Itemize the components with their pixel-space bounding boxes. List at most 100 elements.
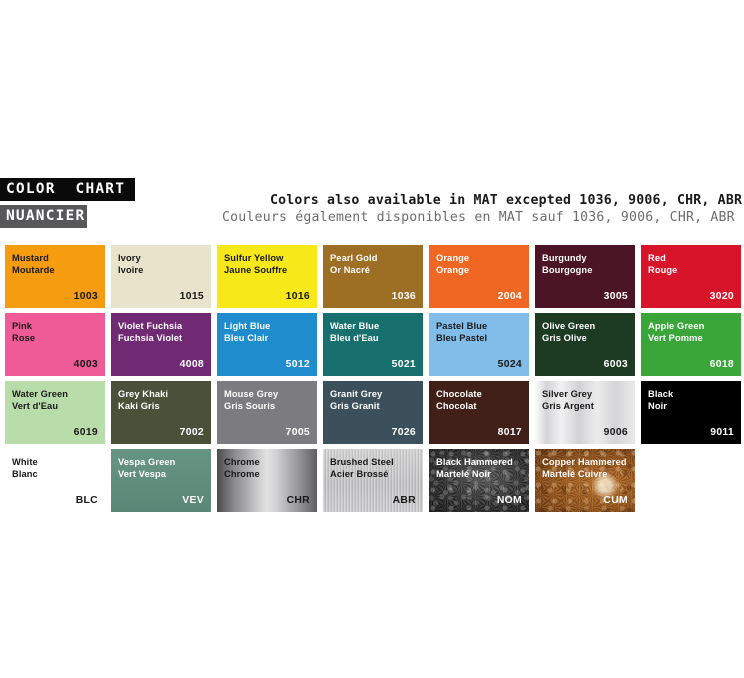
- color-swatch-1003[interactable]: Mustard Moutarde 1003: [5, 245, 105, 308]
- color-swatch-4003[interactable]: Pink Rose 4003: [5, 313, 105, 376]
- swatch-code: CHR: [286, 495, 310, 506]
- swatch-code: 7002: [179, 427, 204, 438]
- color-swatch-8017[interactable]: Chocolate Chocolat 8017: [429, 381, 529, 444]
- swatch-name-fr: Chrome: [224, 468, 260, 479]
- swatch-name-en: Pink: [12, 321, 33, 331]
- swatch-name-en: Apple Green: [648, 321, 705, 331]
- color-swatch-9006[interactable]: Silver Grey Gris Argent 9006: [535, 381, 635, 444]
- nuancier-badge: NUANCIER: [0, 205, 87, 228]
- color-swatch-7026[interactable]: Granit Grey Gris Granit 7026: [323, 381, 423, 444]
- swatch-names: Silver Grey Gris Argent: [542, 389, 594, 412]
- title-badges: COLOR CHART NUANCIER: [0, 178, 136, 228]
- availability-notice: Colors also available in MAT excepted 10…: [222, 192, 742, 226]
- swatch-code: 7026: [391, 427, 416, 438]
- swatch-name-en: Chrome: [224, 457, 260, 467]
- swatch-code: 3005: [603, 291, 628, 302]
- color-swatch-1036[interactable]: Pearl Gold Or Nacré 1036: [323, 245, 423, 308]
- swatch-code: 1016: [285, 291, 310, 302]
- swatch-name-en: Orange: [436, 253, 470, 263]
- swatch-name-en: Water Blue: [330, 321, 380, 331]
- swatch-code: 3020: [709, 291, 734, 302]
- availability-notice-fr: Couleurs également disponibles en MAT sa…: [222, 210, 735, 225]
- swatch-code: 1015: [179, 291, 204, 302]
- swatch-name-en: Silver Grey: [542, 389, 593, 399]
- swatch-code: 6018: [709, 359, 734, 370]
- swatch-names: White Blanc: [12, 457, 38, 480]
- swatch-names: Water Green Vert d'Eau: [12, 389, 68, 412]
- swatch-row: Pink Rose 4003 Violet Fuchsia Fuchsia Violet…: [5, 313, 741, 376]
- color-swatch-2004[interactable]: Orange Orange 2004: [429, 245, 529, 308]
- color-swatch-5012[interactable]: Light Blue Bleu Clair 5012: [217, 313, 317, 376]
- color-swatch-3020[interactable]: Red Rouge 3020: [641, 245, 741, 308]
- color-swatch-5024[interactable]: Pastel Blue Bleu Pastel 5024: [429, 313, 529, 376]
- swatch-name-fr: Ivoire: [118, 264, 144, 275]
- swatch-row: Water Green Vert d'Eau 6019 Grey Khaki Kaki …: [5, 381, 741, 444]
- swatch-name-fr: Chocolat: [436, 400, 477, 411]
- swatch-row: Mustard Moutarde 1003 Ivory Ivoire 1015 Sulfur…: [5, 245, 741, 308]
- swatch-code: 8017: [497, 427, 522, 438]
- swatch-code: NOM: [496, 495, 522, 506]
- swatch-name-en: Brushed Steel: [330, 457, 394, 467]
- swatch-name-fr: Vert d'Eau: [12, 400, 59, 411]
- swatch-name-fr: Bleu Clair: [224, 332, 269, 343]
- swatch-code: 5012: [285, 359, 310, 370]
- color-swatch-9011[interactable]: Black Noir 9011: [641, 381, 741, 444]
- color-swatch-6003[interactable]: Olive Green Gris Olive 6003: [535, 313, 635, 376]
- swatch-name-fr: Bleu Pastel: [436, 332, 488, 343]
- swatch-name-en: Sulfur Yellow: [224, 253, 284, 263]
- swatch-name-fr: Gris Granit: [330, 400, 380, 411]
- swatch-code: 6019: [73, 427, 98, 438]
- swatch-names: Black Noir: [648, 389, 673, 412]
- color-swatch-1015[interactable]: Ivory Ivoire 1015: [111, 245, 211, 308]
- color-swatch-3005[interactable]: Burgundy Bourgogne 3005: [535, 245, 635, 308]
- swatch-placeholder: [641, 449, 741, 512]
- swatch-name-en: Mustard: [12, 253, 49, 263]
- color-swatch-vev[interactable]: Vespa Green Vert Vespa VEV: [111, 449, 211, 512]
- color-swatch-5021[interactable]: Water Blue Bleu d'Eau 5021: [323, 313, 423, 376]
- swatch-name-en: Vespa Green: [118, 457, 176, 467]
- swatch-names: Pastel Blue Bleu Pastel: [436, 321, 487, 344]
- color-swatch-6018[interactable]: Apple Green Vert Pomme 6018: [641, 313, 741, 376]
- swatch-code: VEV: [182, 495, 204, 506]
- swatch-name-en: Burgundy: [542, 253, 587, 263]
- swatch-name-en: Granit Grey: [330, 389, 383, 399]
- color-swatch-7002[interactable]: Grey Khaki Kaki Gris 7002: [111, 381, 211, 444]
- color-swatch-cum[interactable]: Copper Hammered Martelé Cuivre CUM: [535, 449, 635, 512]
- swatch-name-fr: Acier Brossé: [330, 468, 389, 479]
- swatch-name-en: Grey Khaki: [118, 389, 169, 399]
- swatch-code: BLC: [75, 495, 98, 506]
- availability-notice-en: Colors also available in MAT excepted 10…: [270, 193, 743, 208]
- swatch-names: Granit Grey Gris Granit: [330, 389, 382, 412]
- swatch-name-fr: Orange: [436, 264, 470, 275]
- color-swatch-7005[interactable]: Mouse Grey Gris Souris 7005: [217, 381, 317, 444]
- swatch-names: Vespa Green Vert Vespa: [118, 457, 175, 480]
- color-swatch-abr[interactable]: Brushed Steel Acier Brossé ABR: [323, 449, 423, 512]
- color-swatch-blc[interactable]: White Blanc BLC: [5, 449, 105, 512]
- color-swatch-1016[interactable]: Sulfur Yellow Jaune Souffre 1016: [217, 245, 317, 308]
- color-swatch-chr[interactable]: Chrome Chrome CHR: [217, 449, 317, 512]
- color-swatch-4008[interactable]: Violet Fuchsia Fuchsia Violet 4008: [111, 313, 211, 376]
- swatch-names: Ivory Ivoire: [118, 253, 143, 276]
- swatch-code: ABR: [392, 495, 416, 506]
- color-swatch-grid: Mustard Moutarde 1003 Ivory Ivoire 1015 Sulfur…: [5, 245, 741, 517]
- swatch-name-fr: Gris Souris: [224, 400, 276, 411]
- swatch-name-en: Mouse Grey: [224, 389, 279, 399]
- swatch-name-fr: Bourgogne: [542, 264, 593, 275]
- swatch-names: Sulfur Yellow Jaune Souffre: [224, 253, 287, 276]
- swatch-names: Brushed Steel Acier Brossé: [330, 457, 394, 480]
- swatch-names: Orange Orange: [436, 253, 469, 276]
- swatch-code: CUM: [603, 495, 628, 506]
- swatch-name-fr: Noir: [648, 400, 667, 411]
- swatch-name-fr: Martelé Noir: [436, 468, 491, 479]
- swatch-code: 1036: [391, 291, 416, 302]
- swatch-names: Water Blue Bleu d'Eau: [330, 321, 379, 344]
- swatch-name-fr: Fuchsia Violet: [118, 332, 183, 343]
- color-swatch-6019[interactable]: Water Green Vert d'Eau 6019: [5, 381, 105, 444]
- color-swatch-nom[interactable]: Black Hammered Martelé Noir NOM: [429, 449, 529, 512]
- swatch-name-en: Olive Green: [542, 321, 596, 331]
- swatch-name-fr: Gris Olive: [542, 332, 587, 343]
- color-chart-badge: COLOR CHART: [0, 178, 136, 201]
- swatch-names: Mustard Moutarde: [12, 253, 55, 276]
- swatch-name-en: Pastel Blue: [436, 321, 488, 331]
- swatch-names: Grey Khaki Kaki Gris: [118, 389, 168, 412]
